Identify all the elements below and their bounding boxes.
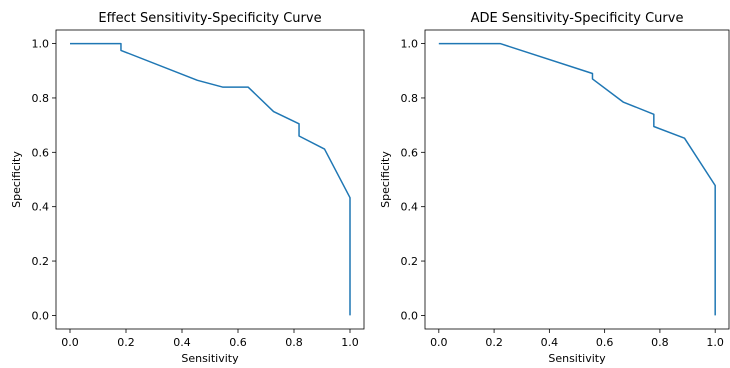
y-tick-label: 0.8	[401, 92, 419, 105]
x-tick-label: 0.6	[596, 336, 614, 349]
x-tick-label: 0.2	[117, 336, 135, 349]
x-tick-label: 0.0	[61, 336, 79, 349]
x-tick-label: 0.8	[651, 336, 669, 349]
series-line	[70, 42, 351, 316]
y-tick-label: 0.8	[32, 92, 50, 105]
x-axis-label: Sensitivity	[181, 352, 239, 365]
y-tick-label: 1.0	[401, 38, 419, 51]
x-tick-label: 0.8	[285, 336, 303, 349]
series-line	[438, 42, 716, 316]
y-tick-label: 0.0	[32, 309, 50, 322]
y-axis-label: Specificity	[379, 151, 392, 208]
y-tick-label: 0.2	[32, 255, 50, 268]
y-tick-label: 0.2	[401, 255, 419, 268]
chart-title: Effect Sensitivity-Specificity Curve	[98, 11, 321, 26]
x-tick-label: 1.0	[341, 336, 359, 349]
x-tick-label: 0.2	[485, 336, 503, 349]
y-tick-label: 1.0	[32, 38, 50, 51]
chart-title: ADE Sensitivity-Specificity Curve	[471, 11, 684, 26]
y-tick-label: 0.6	[401, 146, 419, 159]
x-tick-label: 0.0	[430, 336, 448, 349]
chart-effect: Effect Sensitivity-Specificity Curve Sen…	[10, 11, 365, 365]
chart-ade: ADE Sensitivity-Specificity Curve Sensit…	[379, 11, 730, 365]
x-tick-label: 0.4	[173, 336, 191, 349]
y-tick-label: 0.6	[32, 146, 50, 159]
x-tick-label: 0.6	[229, 336, 247, 349]
y-tick-label: 0.0	[401, 309, 419, 322]
x-axis-label: Sensitivity	[548, 352, 606, 365]
x-tick-label: 1.0	[706, 336, 724, 349]
y-axis-label: Specificity	[10, 151, 23, 208]
y-tick-label: 0.4	[32, 201, 50, 214]
plot-frame	[424, 29, 730, 330]
plot-frame	[55, 29, 365, 330]
y-tick-label: 0.4	[401, 201, 419, 214]
x-tick-label: 0.4	[541, 336, 559, 349]
